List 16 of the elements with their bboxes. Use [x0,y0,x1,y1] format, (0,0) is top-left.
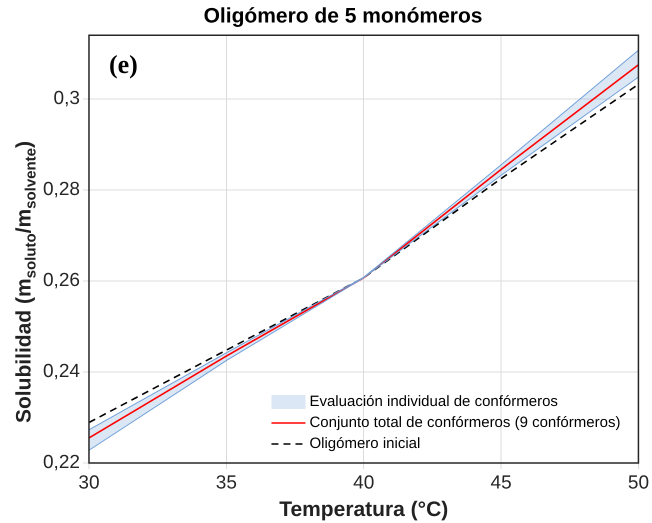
x-tick-label: 35 [216,472,237,494]
x-tick-label: 50 [628,472,650,494]
x-tick-label: 30 [78,472,100,494]
x-tick-label: 40 [353,472,374,494]
x-tick-label: 45 [490,472,512,494]
y-tick-label: 0,28 [42,179,80,200]
legend-label: Conjunto total de confórmeros (9 confórmeros) [309,414,620,432]
y-tick-label: 0,22 [42,452,80,474]
legend-label: Evaluación individual de confórmeros [309,393,558,410]
y-tick-label: 0,3 [54,88,80,110]
y-tick-label: 0,26 [42,270,80,292]
y-tick-label: 0,24 [42,361,80,382]
legend-label: Oligómero inicial [309,435,420,452]
annotation: (e) [108,50,138,79]
x-axis-title: Temperatura (°C) [279,498,448,522]
chart-title: Oligómero de 5 monómeros [204,4,482,28]
